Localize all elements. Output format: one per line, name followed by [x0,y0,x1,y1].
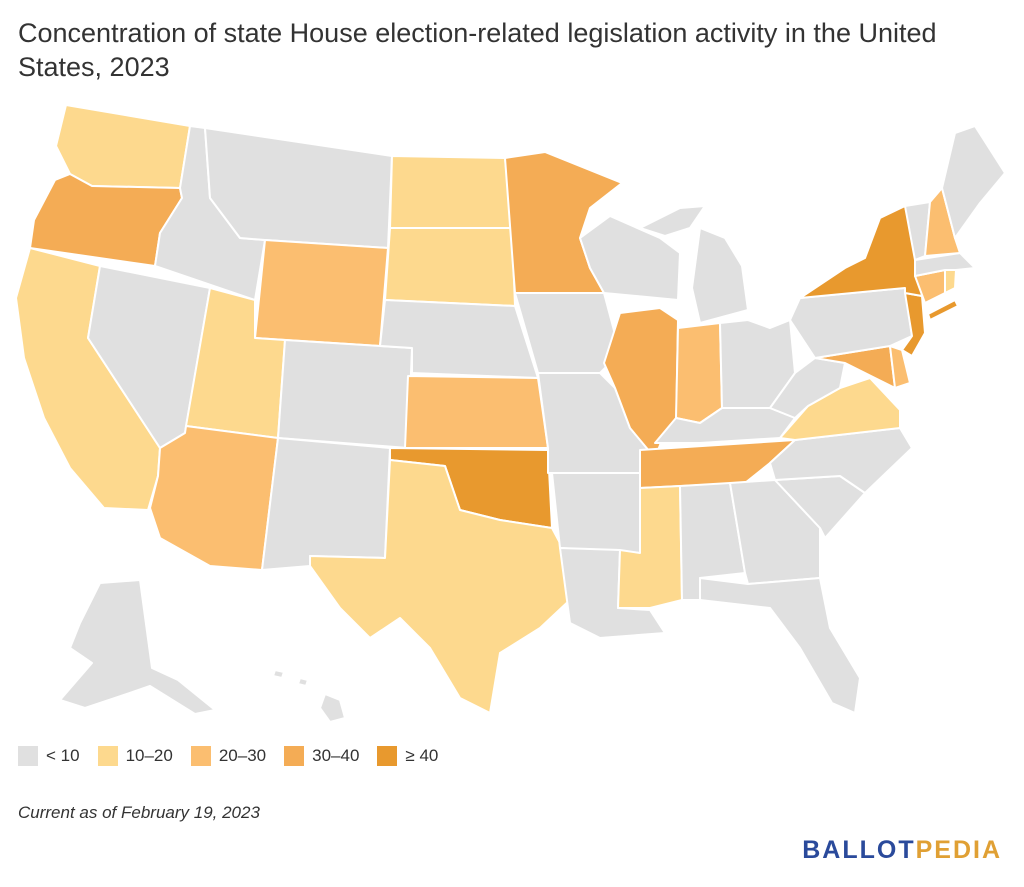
state-MT[interactable] [204,127,393,249]
legend-label: 20–30 [218,746,267,765]
state-MI[interactable] [639,205,749,324]
legend-label: < 10 [46,746,80,765]
legend-item-lt10: < 10 [18,746,80,766]
us-state-map [0,88,1024,728]
state-AR[interactable] [551,472,651,554]
legend-swatch [190,746,211,766]
state-TN[interactable] [639,439,796,489]
state-IN[interactable] [675,322,723,424]
legend-item-ge40: ≥ 40 [377,746,438,766]
state-KS[interactable] [404,375,549,449]
state-CO[interactable] [277,339,413,449]
state-NM[interactable] [261,437,391,571]
logo-part-pedia: PEDIA [915,836,1002,864]
legend-swatch [97,746,118,766]
state-RI[interactable] [944,269,957,294]
state-NH[interactable] [924,187,961,257]
state-ME[interactable] [941,125,1006,239]
state-DE[interactable] [889,345,911,389]
legend-label: ≥ 40 [405,746,439,765]
legend-swatch [18,746,38,766]
ballotpedia-logo[interactable]: BALLOTPEDIA [802,836,1002,865]
state-HI[interactable] [272,669,346,723]
state-AK[interactable] [59,579,216,715]
chart-title: Concentration of state House election-re… [18,18,937,82]
legend-swatch [377,746,398,766]
legend-label: 10–20 [125,746,173,765]
footnote: Current as of February 19, 2023 [18,803,260,822]
state-WA[interactable] [55,104,191,189]
legend: < 10 10–20 20–30 30–40 ≥ 40 [18,744,456,768]
legend-item-20-30: 20–30 [190,746,267,766]
logo-part-ballot: BALLOT [802,836,916,864]
legend-item-30-40: 30–40 [284,746,359,766]
state-SD[interactable] [384,227,516,307]
state-NE[interactable] [379,299,539,379]
legend-item-10-20: 10–20 [97,746,173,766]
state-TX[interactable] [309,459,573,714]
legend-label: 30–40 [312,746,360,765]
state-ND[interactable] [389,155,513,229]
state-WI[interactable] [579,215,681,301]
state-WY[interactable] [254,239,389,347]
state-FL[interactable] [699,577,861,714]
state-AZ[interactable] [149,425,279,571]
legend-swatch [284,746,305,766]
